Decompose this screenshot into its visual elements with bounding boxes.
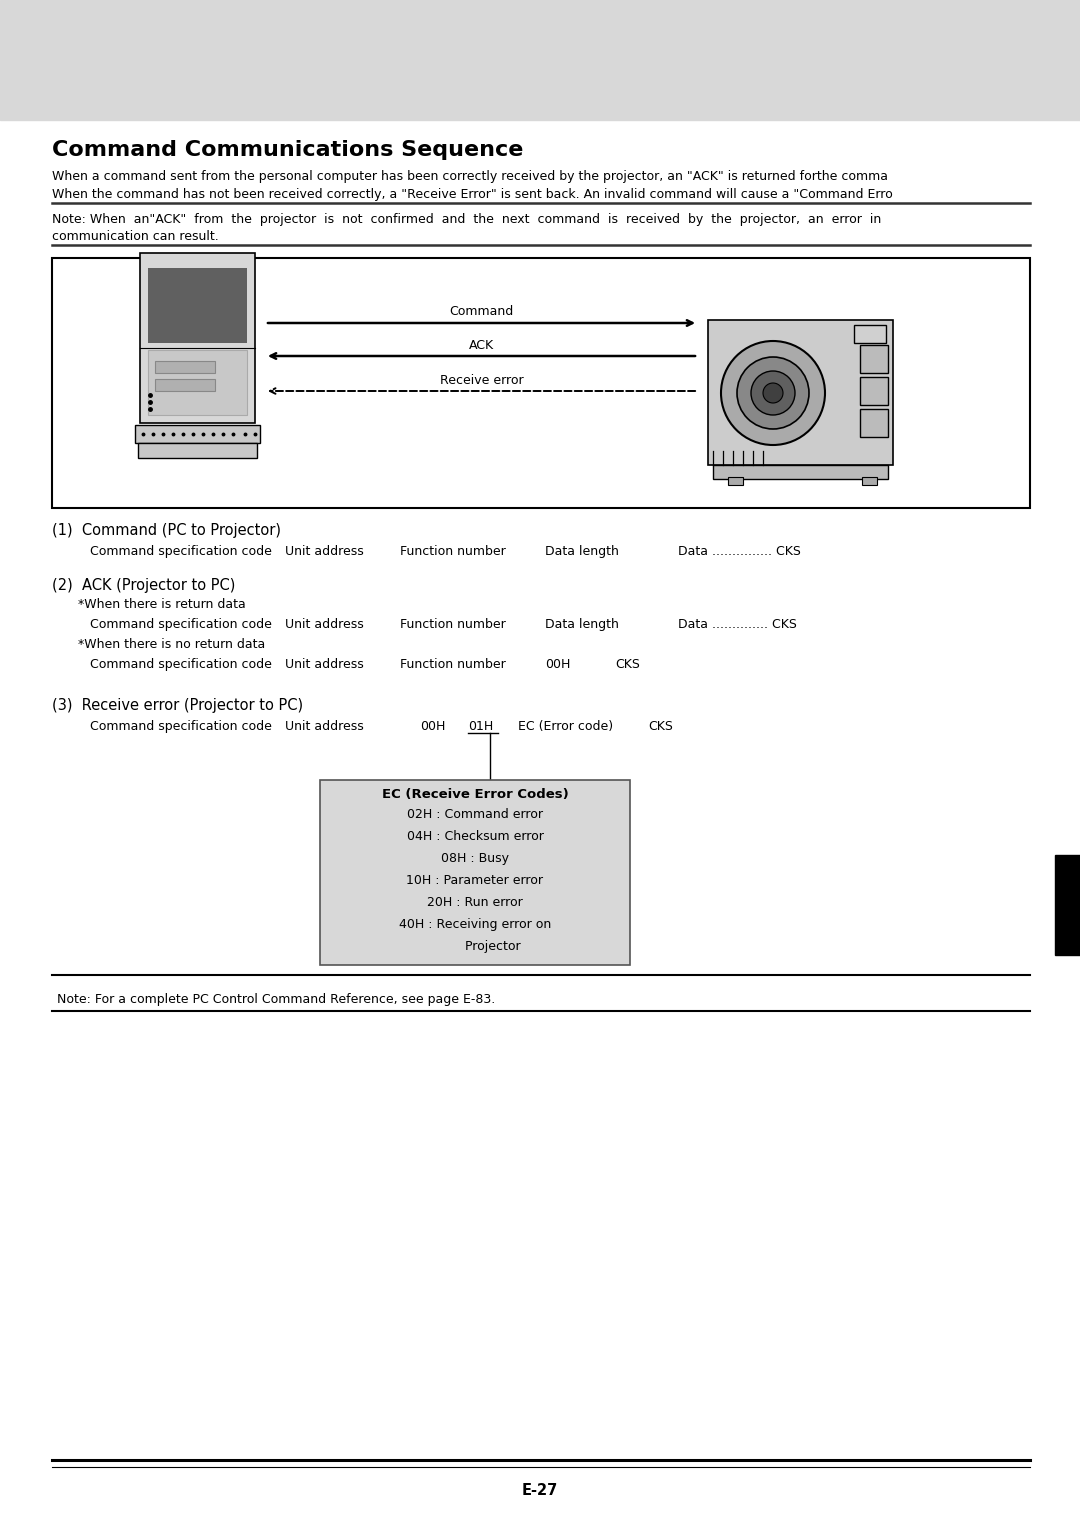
Text: Function number: Function number [400,659,505,671]
Bar [860,345,888,373]
Text: 20H : Run error: 20H : Run error [427,895,523,909]
Circle shape [721,341,825,445]
Text: Unit address: Unit address [285,720,364,733]
Text: Command specification code: Command specification code [90,545,272,558]
Bar [708,319,893,465]
Text: communication can result.: communication can result. [52,231,219,243]
Text: Data length: Data length [545,617,619,631]
Circle shape [737,358,809,429]
Text: Unit address: Unit address [285,617,364,631]
Text: Function number: Function number [400,545,505,558]
Text: *When there is return data: *When there is return data [78,597,246,611]
Bar [135,425,260,443]
Text: 04H : Checksum error: 04H : Checksum error [406,830,543,843]
Bar [713,465,888,478]
Circle shape [751,371,795,416]
Bar [52,258,1030,507]
Text: Note: For a complete PC Control Command Reference, see page E-83.: Note: For a complete PC Control Command … [57,993,496,1005]
Text: Command specification code: Command specification code [90,617,272,631]
Bar [1055,856,1080,955]
Text: (3)  Receive error (Projector to PC): (3) Receive error (Projector to PC) [52,698,303,714]
Text: 00H: 00H [545,659,570,671]
Bar [148,350,247,416]
Bar [138,443,257,458]
Text: 01H: 01H [468,720,494,733]
Text: *When there is no return data: *When there is no return data [78,639,266,651]
Text: 10H : Parameter error: 10H : Parameter error [406,874,543,886]
Text: EC (Error code): EC (Error code) [518,720,613,733]
Text: Unit address: Unit address [285,659,364,671]
Text: Data .............. CKS: Data .............. CKS [678,617,797,631]
Bar [148,267,247,342]
Text: E-27: E-27 [522,1484,558,1497]
Text: Command specification code: Command specification code [90,720,272,733]
Bar [862,477,877,484]
Text: Command specification code: Command specification code [90,659,272,671]
Bar [860,410,888,437]
Bar [156,379,215,391]
Text: Data ............... CKS: Data ............... CKS [678,545,801,558]
Bar [0,0,1080,121]
Text: 02H : Command error: 02H : Command error [407,808,543,821]
Text: EC (Receive Error Codes): EC (Receive Error Codes) [381,788,568,801]
Text: ACK: ACK [469,339,494,351]
Text: 08H : Busy: 08H : Busy [441,853,509,865]
Text: Command: Command [449,306,514,318]
Bar [854,325,886,342]
Text: When the command has not been received correctly, a "Receive Error" is sent back: When the command has not been received c… [52,188,893,202]
Text: CKS: CKS [648,720,673,733]
Text: Unit address: Unit address [285,545,364,558]
Text: Note: When  an"ACK"  from  the  projector  is  not  confirmed  and  the  next  c: Note: When an"ACK" from the projector is… [52,212,881,226]
Text: When a command sent from the personal computer has been correctly received by th: When a command sent from the personal co… [52,170,888,183]
Circle shape [762,384,783,403]
Text: Function number: Function number [400,617,505,631]
Bar [860,377,888,405]
Text: 40H : Receiving error on: 40H : Receiving error on [399,918,551,931]
Bar [156,361,215,373]
Text: 00H: 00H [420,720,445,733]
Bar [320,779,630,966]
Bar [728,477,743,484]
Text: Receive error: Receive error [440,374,524,387]
Text: (2)  ACK (Projector to PC): (2) ACK (Projector to PC) [52,578,235,593]
Text: CKS: CKS [615,659,639,671]
Text: (1)  Command (PC to Projector): (1) Command (PC to Projector) [52,523,281,538]
Text: Projector: Projector [429,940,521,953]
Text: Data length: Data length [545,545,619,558]
Bar [140,254,255,423]
Text: Command Communications Sequence: Command Communications Sequence [52,141,524,160]
